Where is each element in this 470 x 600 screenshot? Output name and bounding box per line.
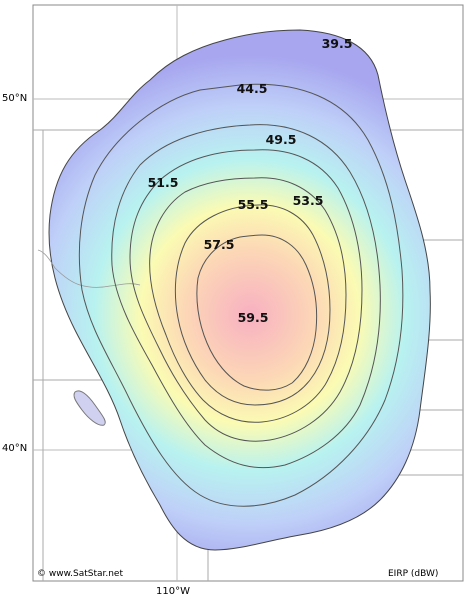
contour-44-5 [78, 83, 404, 507]
contour-label-39-5: 39.5 [322, 36, 353, 51]
contour-label-55-5: 55.5 [238, 197, 269, 212]
contour-label-59-5: 59.5 [238, 310, 269, 325]
units-label: EIRP (dBW) [388, 569, 439, 579]
river [37, 249, 141, 288]
contour-49-5 [111, 124, 381, 469]
contour-51-5 [129, 149, 363, 442]
contour-55-5 [174, 204, 331, 406]
contour-label-53-5: 53.5 [293, 193, 324, 208]
contour-label-57-5: 57.5 [204, 237, 235, 252]
longitude-label-110w: 110°W [156, 586, 190, 597]
contour-label-49-5: 49.5 [266, 132, 297, 147]
contour-57-5 [196, 234, 318, 391]
contour-label-51-5: 51.5 [148, 175, 179, 190]
contour-53-5 [149, 177, 347, 423]
contour-lines [78, 83, 404, 507]
latitude-label-50n: 50°N [2, 93, 28, 104]
contour-label-44-5: 44.5 [237, 81, 268, 96]
contour-labels: 39.5 44.5 49.5 51.5 53.5 55.5 57.5 59.5 [148, 36, 353, 325]
coverage-footprint [48, 29, 431, 551]
copyright-text[interactable]: © www.SatStar.net [37, 569, 123, 579]
lake [73, 390, 106, 426]
latitude-label-40n: 40°N [2, 443, 28, 454]
